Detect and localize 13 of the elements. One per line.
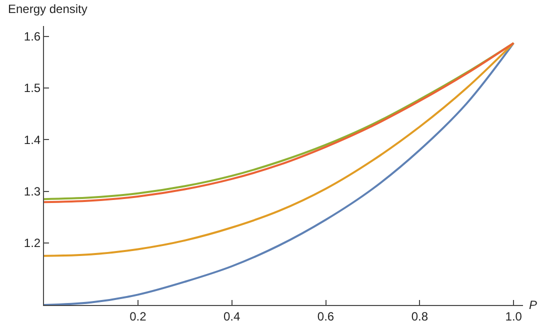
x-axis-title: P — [529, 298, 538, 312]
y-axis-title: Energy density — [8, 2, 88, 16]
x-tick-label: 0.6 — [317, 309, 334, 324]
x-tick-label: 1.0 — [505, 309, 522, 324]
x-tick-label: 0.4 — [223, 309, 241, 324]
x-tick-label: 0.8 — [411, 309, 428, 324]
y-tick-label: 1.5 — [24, 81, 41, 96]
y-tick-label: 1.2 — [24, 236, 41, 250]
y-tick-label: 1.6 — [24, 30, 41, 44]
line-series — [44, 42, 515, 257]
x-tick-label: 0.2 — [130, 309, 147, 324]
y-tick-label: 1.3 — [24, 184, 41, 199]
y-tick-label: 1.4 — [24, 132, 41, 147]
